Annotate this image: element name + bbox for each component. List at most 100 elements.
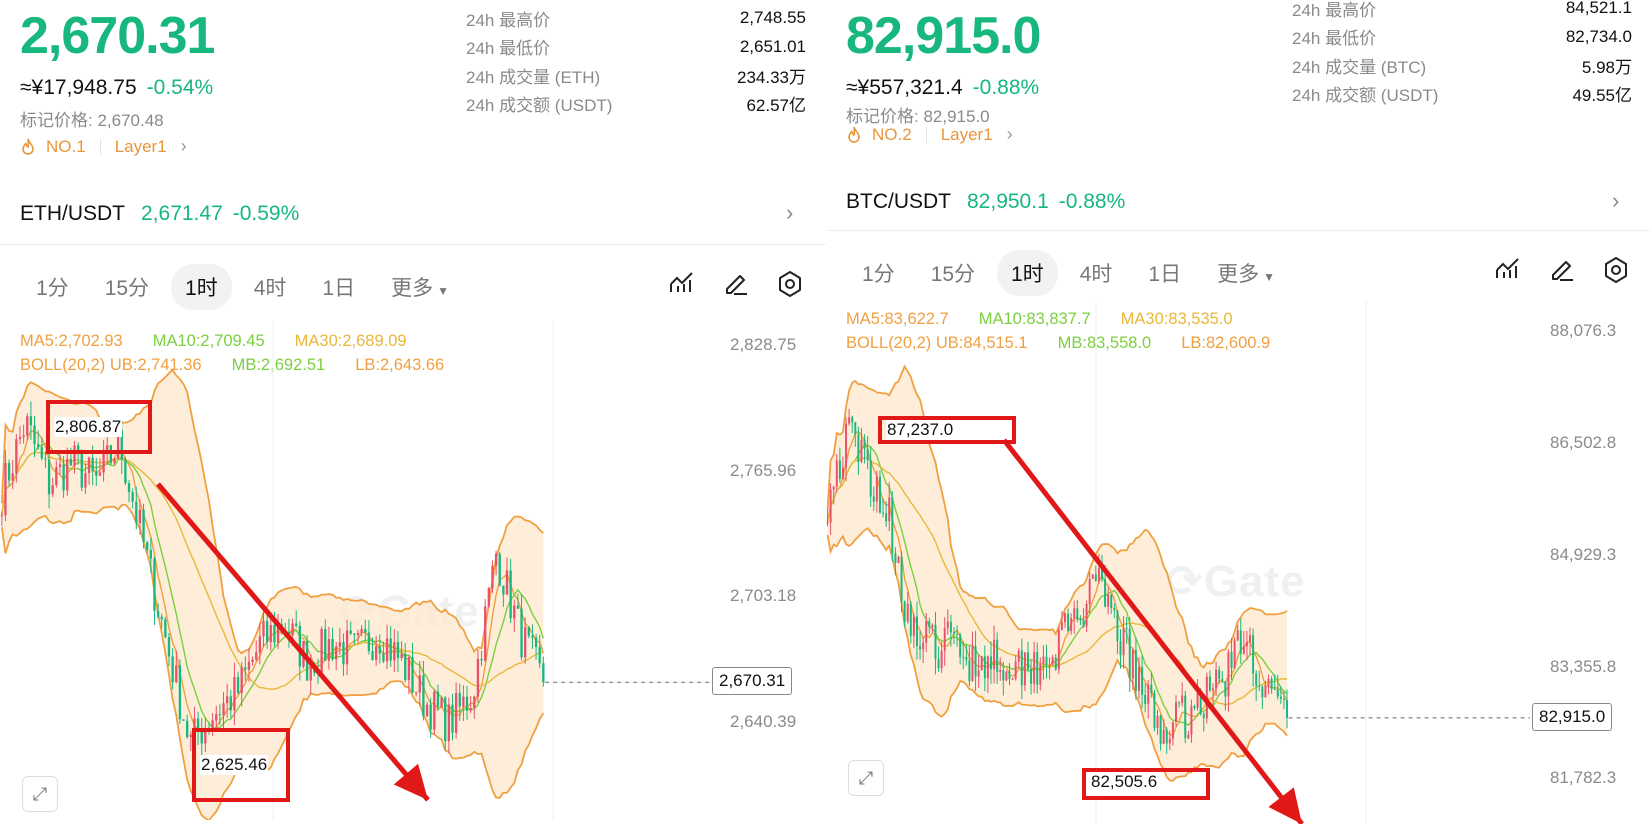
category-tag[interactable]: Layer1 — [940, 124, 993, 144]
tab-interval[interactable]: 15分 — [930, 263, 976, 286]
tab-interval[interactable]: 1分 — [862, 263, 895, 286]
pair-row[interactable]: BTC/USDT 82,950.1 -0.88% — [846, 190, 1125, 214]
ma-value: MA5:83,622.7 — [846, 310, 949, 328]
candle — [175, 650, 178, 684]
candle — [1141, 655, 1144, 709]
candle — [146, 541, 149, 554]
candle — [87, 456, 91, 485]
candle — [1273, 674, 1276, 691]
chevron-right-icon[interactable]: › — [786, 200, 794, 225]
candle — [516, 593, 520, 609]
tab-interval[interactable]: 更多 ▼ — [1217, 263, 1275, 286]
candle — [986, 655, 989, 694]
candle — [429, 697, 432, 738]
candle — [1094, 565, 1097, 582]
tab-interval[interactable]: 1分 — [36, 277, 69, 300]
stat-label: 24h 最高价 — [1292, 0, 1377, 20]
tab-interval[interactable]: 1日 — [322, 277, 356, 300]
tab-interval[interactable]: 4时 — [253, 277, 287, 300]
pair-price: 82,950.1 — [967, 190, 1049, 213]
candle — [182, 719, 185, 721]
candle — [851, 415, 854, 434]
candle — [937, 646, 940, 673]
candle — [178, 659, 182, 725]
draw-pencil-icon[interactable] — [722, 270, 750, 296]
candle — [258, 622, 262, 665]
candle — [885, 501, 888, 527]
tab-interval[interactable]: 1时 — [171, 264, 232, 310]
candle — [1064, 612, 1066, 628]
indicator-icon[interactable] — [668, 270, 696, 296]
kline-chart[interactable] — [0, 320, 826, 820]
candle — [484, 599, 487, 663]
candle — [538, 634, 541, 669]
interval-tabs: 1分 15分 1时 4时 1日 更多 ▼ — [22, 264, 471, 310]
candle — [531, 624, 534, 649]
candle — [1249, 627, 1252, 656]
candle — [320, 626, 323, 676]
settings-hexagon-icon[interactable] — [1602, 256, 1630, 284]
candle — [1190, 699, 1193, 743]
candle — [1070, 613, 1073, 635]
candle — [959, 632, 962, 665]
tab-interval[interactable]: 1时 — [997, 250, 1058, 296]
candle — [4, 449, 7, 522]
indicator-icon[interactable] — [1494, 256, 1522, 282]
candle — [1193, 704, 1196, 711]
candle — [247, 647, 251, 682]
category-tag[interactable]: Layer1 — [114, 136, 167, 156]
candle — [1011, 677, 1014, 680]
tab-interval[interactable]: 更多 ▼ — [391, 277, 449, 300]
current-price-tag[interactable]: 82,915.0 — [1532, 702, 1613, 731]
candle — [949, 614, 952, 647]
candle — [458, 683, 461, 721]
pair-price: 2,671.47 — [141, 202, 223, 225]
candle — [436, 684, 440, 711]
stat-label: 24h 成交量 (ETH) — [466, 67, 601, 87]
annotation-box — [878, 416, 1016, 444]
rank-tags[interactable]: NO.2 Layer1 › — [846, 124, 1013, 145]
stat-value: 82,734.0 — [1565, 26, 1632, 46]
boll-lower-line — [826, 527, 1288, 782]
candle — [993, 625, 996, 684]
stat-row: 24h 最低价 2,651.01 — [466, 33, 806, 62]
candle — [338, 627, 341, 656]
stat-value: 49.55亿 — [1572, 86, 1632, 106]
draw-pencil-icon[interactable] — [1548, 256, 1576, 282]
settings-hexagon-icon[interactable] — [776, 270, 804, 298]
stats-table: 24h 最高价 2,748.55 24h 最低价 2,651.01 24h 成交量 (E… — [466, 4, 806, 118]
candle — [142, 503, 145, 549]
tab-interval[interactable]: 1日 — [1148, 263, 1182, 286]
candle — [469, 695, 472, 714]
candle — [527, 626, 530, 639]
candle — [1236, 625, 1239, 642]
ma5-line — [826, 431, 1288, 737]
boll-value: LB:82,600.9 — [1181, 334, 1271, 352]
expand-icon[interactable]: ⤢ — [22, 776, 58, 812]
candle — [462, 685, 465, 721]
tab-interval[interactable]: 15分 — [104, 277, 150, 300]
pair-row[interactable]: ETH/USDT 2,671.47 -0.59% — [20, 202, 299, 226]
candle — [389, 626, 392, 667]
candle — [382, 641, 385, 664]
candle — [109, 444, 113, 466]
candle — [1026, 641, 1029, 673]
stat-row: 24h 最高价 84,521.1 — [1292, 0, 1632, 23]
candle — [58, 454, 62, 475]
candle — [869, 446, 872, 507]
candle — [11, 460, 14, 489]
candle — [934, 611, 937, 675]
tab-interval[interactable]: 4时 — [1079, 263, 1113, 286]
change-percent: -0.88% — [972, 76, 1040, 99]
candle — [160, 613, 163, 629]
current-price-tag[interactable]: 2,670.31 — [712, 667, 793, 696]
candle — [44, 451, 47, 468]
expand-icon[interactable]: ⤢ — [848, 760, 884, 796]
candle — [1042, 645, 1045, 680]
candle — [418, 661, 421, 706]
annotation-arrow — [156, 482, 430, 802]
kline-chart[interactable] — [826, 300, 1650, 824]
candle — [1073, 600, 1076, 634]
rank-tags[interactable]: NO.1 Layer1 › — [20, 136, 187, 157]
chevron-right-icon[interactable]: › — [1612, 188, 1620, 213]
